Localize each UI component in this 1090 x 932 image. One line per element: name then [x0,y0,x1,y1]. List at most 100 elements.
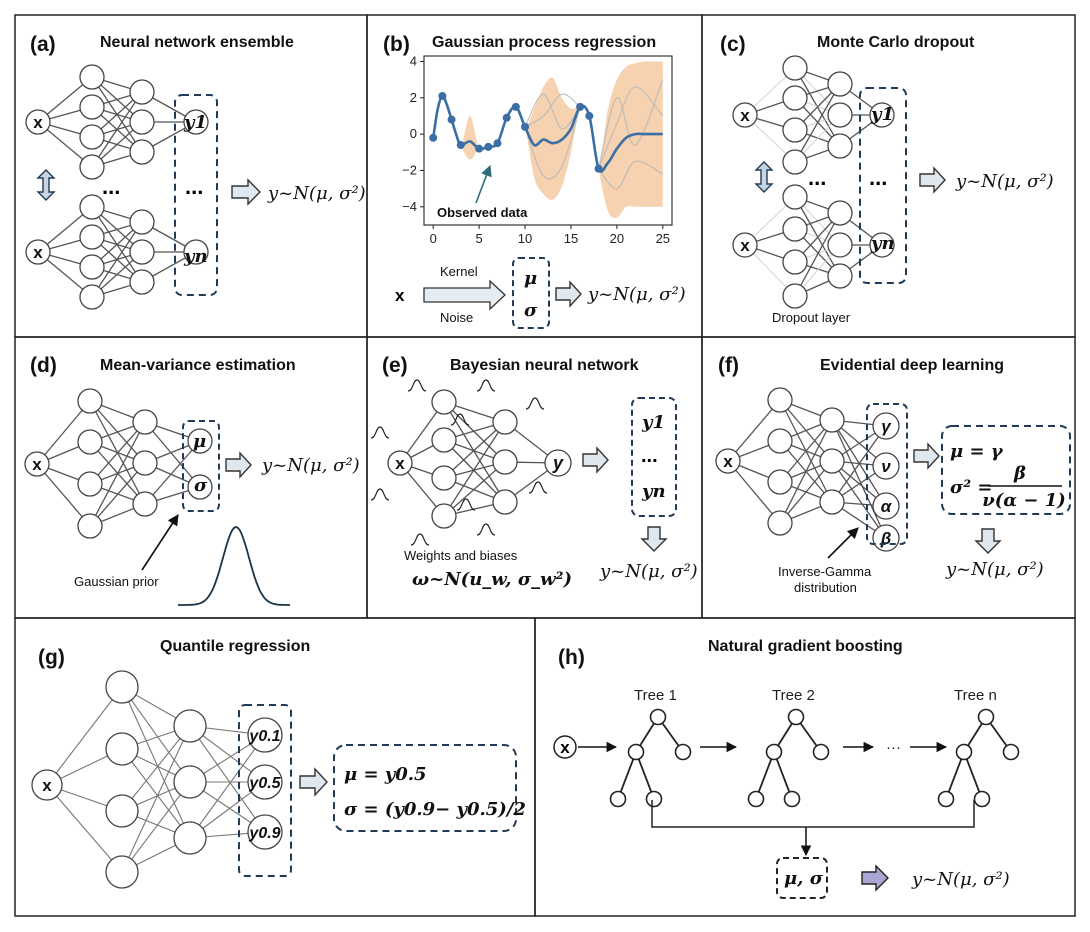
panel-title: Gaussian process regression [432,34,656,51]
network-node [173,765,207,799]
network-node [173,709,207,743]
panel-title: Evidential deep learning [820,357,1004,374]
network-edge [46,784,123,873]
tree-node [674,743,692,761]
output-label: y1 [183,112,207,133]
network-node [187,474,213,500]
weight-distribution-icon [407,379,427,392]
confidence-band [433,61,663,218]
weight-distribution-icons [370,379,548,546]
result-formula: y~N(μ, σ²) [261,455,360,476]
weight-distribution-icon [476,379,496,392]
network-node [869,232,895,258]
network-node [77,513,103,539]
node-label: x [740,106,750,125]
panel-b: (b) Gaussian process regression 0 5 10 15 20… [383,33,686,329]
panel-c: (c) Monte Carlo dropout x x y1 yn ... ..… [720,33,1054,325]
network-edge [89,421,146,527]
network-nodes: x γ ν αβ [715,387,900,552]
node-label: γ [881,417,892,436]
network-edge [443,401,506,463]
node-label: x [395,454,405,473]
observed-point [576,102,585,111]
network-node [132,491,158,517]
ellipsis-label: ··· [886,739,901,756]
gaussian-curve [178,526,290,606]
network-node [183,109,209,135]
weight-distribution-icon [456,498,476,511]
output-label: σ [524,300,538,321]
weight-distribution-icon [450,413,470,426]
result-formula: y~N(μ, σ²) [911,869,1010,890]
formula-dashed-box [941,425,1071,515]
network-edge [121,748,191,839]
right-arrow-icon [913,442,940,470]
network-node [827,133,853,159]
sample-label: ... [641,445,658,467]
network-node [431,465,457,491]
plot-frame [423,55,673,226]
node-label: y0.1 [248,728,280,745]
network-diagram-bottom: x [25,194,209,310]
down-arrow-icon [640,526,668,552]
network-node [105,732,139,766]
tree-node [812,743,830,761]
network-edge [443,421,506,517]
tree-edge [945,751,965,800]
weight-distribution-icon [410,533,430,546]
output-label: μ [193,431,206,452]
double-arrow-icon [36,169,56,201]
network-node [782,55,808,81]
panel-title: Mean-variance estimation [100,357,296,374]
output-dashed-box [512,257,550,329]
output-dashed-box [174,94,218,296]
right-arrow-icon [555,280,582,308]
network-nodes: x [732,55,895,175]
weight-distribution-icon [370,488,390,501]
network-node [129,109,155,135]
network-node [872,492,900,520]
sample-curve [597,86,664,169]
network-edges [37,206,197,298]
network-node [869,102,895,128]
network-edge [91,221,143,298]
input-label: x [560,738,570,757]
network-edge [727,460,781,524]
network-node [77,388,103,414]
network-edge [831,419,887,539]
tree-node [649,708,667,726]
weight-distribution-icon [370,426,390,439]
network-node [24,451,50,477]
tree-diagram [937,708,1020,808]
node-label: x [32,455,42,474]
network-edge [121,781,191,873]
sample-curve [524,93,581,128]
kernel-label: Kernel [440,264,478,279]
node-label: β [880,529,892,548]
ellipsis-label: ... [102,174,120,199]
tree-node [973,790,991,808]
weight-distribution-icon [525,397,545,410]
observed-point [521,122,530,131]
observed-data-label: Observed data [437,205,528,220]
network-node [79,284,105,310]
network-node [767,428,793,454]
node-label: α [881,497,893,516]
network-node [25,109,51,135]
observed-point [438,91,447,100]
node-label: ν [881,457,891,476]
tree-node [609,790,627,808]
formula-sigma-lhs: σ² = [950,477,993,498]
sample-curve [597,160,664,190]
output-label: yn [870,233,895,254]
network-node [132,409,158,435]
ellipsis-label: ... [808,165,826,190]
formula-dashed-box [333,744,517,832]
network-edge [779,419,833,524]
mean-curve [431,94,663,173]
network-edge [727,399,781,462]
panel-letter: (d) [30,354,57,377]
kernel-arrow-icon [423,279,506,311]
network-node [827,71,853,97]
